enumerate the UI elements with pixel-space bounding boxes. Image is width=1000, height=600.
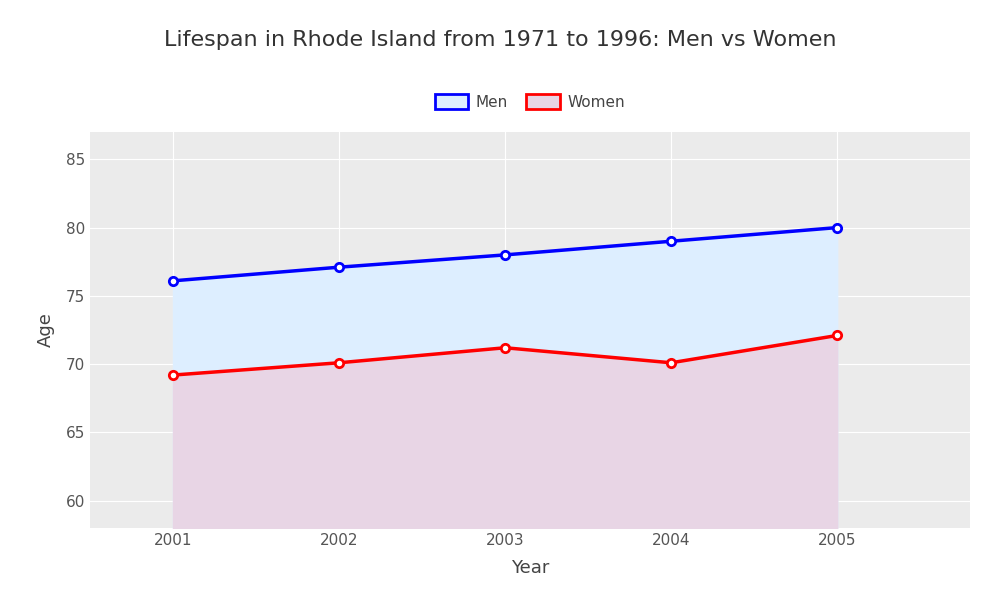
Legend: Men, Women: Men, Women <box>429 88 631 116</box>
Y-axis label: Age: Age <box>37 313 55 347</box>
Text: Lifespan in Rhode Island from 1971 to 1996: Men vs Women: Lifespan in Rhode Island from 1971 to 19… <box>164 30 836 50</box>
X-axis label: Year: Year <box>511 559 549 577</box>
